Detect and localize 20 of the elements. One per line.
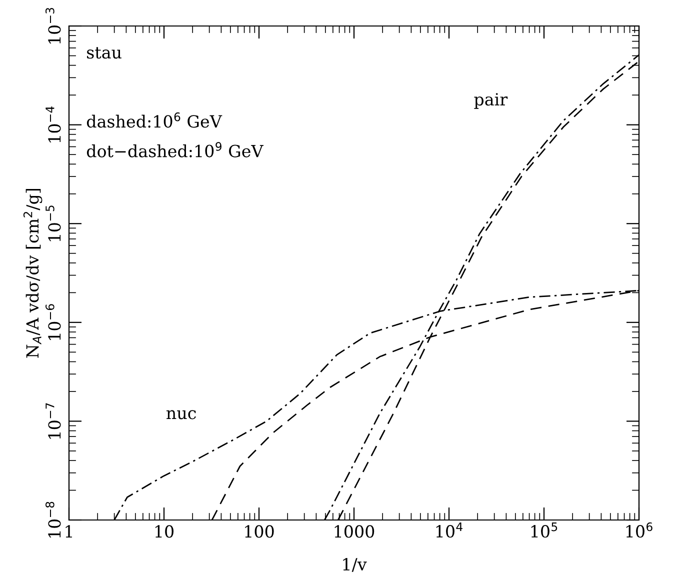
x-tick-label: 10$^{6}$ bbox=[626, 522, 652, 538]
x-tick-label: 10$^{5}$ bbox=[531, 522, 558, 538]
x-tick-label: 1 bbox=[66, 525, 72, 538]
y-tick-label: 10$^{−7}$ bbox=[46, 403, 61, 439]
x-tick-label: 10$^{4}$ bbox=[436, 522, 462, 538]
annotation: dot−dashed:10$^{9}$ GeV bbox=[86, 142, 264, 158]
x-tick-label: 1000 bbox=[334, 525, 374, 538]
x-axis-title: 1/v bbox=[343, 558, 367, 572]
y-tick-label: 10$^{−6}$ bbox=[46, 304, 61, 340]
y-tick-label: 10$^{−8}$ bbox=[46, 502, 61, 538]
y-axis-title: N$_{A}$/A vdσ/dv [cm$^{2}$/g] bbox=[23, 188, 42, 358]
y-tick-label: 10$^{−4}$ bbox=[46, 106, 61, 142]
annotation: pair bbox=[474, 93, 508, 109]
x-tick-label: 100 bbox=[245, 525, 274, 538]
y-tick-label: 10$^{−3}$ bbox=[46, 8, 61, 44]
x-tick-label: 10 bbox=[155, 525, 174, 538]
annotation: stau bbox=[87, 47, 122, 59]
annotation: nuc bbox=[166, 410, 196, 420]
y-tick-label: 10$^{−5}$ bbox=[46, 206, 61, 242]
annotation: dashed:10$^{6}$ GeV bbox=[86, 112, 222, 128]
